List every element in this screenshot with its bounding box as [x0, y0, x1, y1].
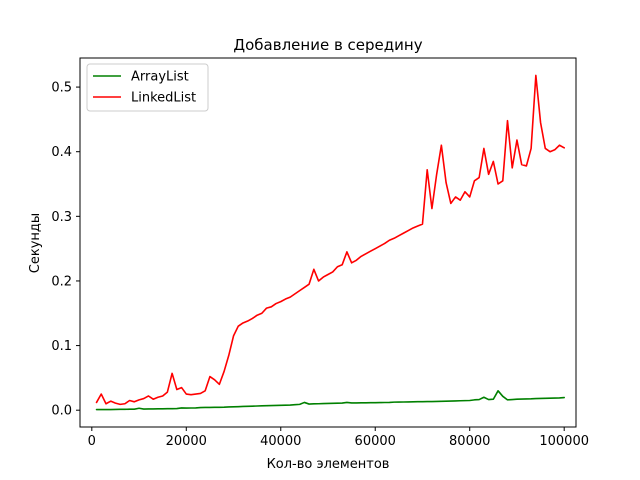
chart-title: Добавление в середину: [233, 36, 422, 54]
plot-frame: [79, 57, 577, 428]
y-tick-label: 0.3: [51, 210, 72, 225]
legend-label-arraylist: ArrayList: [131, 70, 189, 85]
y-tick-label: 0.5: [51, 81, 72, 96]
y-tick-label: 0.2: [51, 274, 72, 289]
y-axis: 0.0 0.1 0.2 0.3 0.4 0.5: [51, 81, 80, 419]
y-axis-label: Секунды: [28, 213, 43, 273]
series-line-linkedlist: [95, 74, 565, 406]
series-line-arraylist: [95, 390, 565, 411]
x-tick-label: 100000: [539, 434, 589, 449]
x-tick-label: 60000: [355, 434, 396, 449]
x-axis-label: Кол-во элементов: [267, 457, 390, 472]
x-tick-label: 40000: [260, 434, 301, 449]
y-tick-label: 0.4: [51, 145, 72, 160]
legend: ArrayList LinkedList: [86, 63, 209, 112]
x-tick-label: 80000: [449, 434, 490, 449]
series-layer: [95, 74, 565, 411]
legend-label-linkedlist: LinkedList: [131, 91, 196, 106]
y-tick-label: 0.0: [51, 404, 72, 419]
x-tick-label: 0: [88, 434, 96, 449]
x-tick-label: 20000: [166, 434, 207, 449]
y-tick-label: 0.1: [51, 339, 72, 354]
x-axis: 0 20000 40000 60000 80000 100000: [88, 427, 589, 449]
